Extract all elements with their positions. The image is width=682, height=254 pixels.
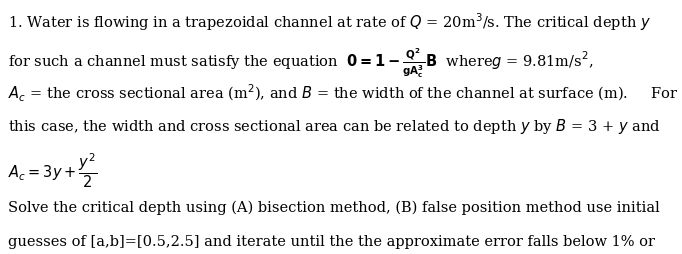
Text: 1. Water is flowing in a trapezoidal channel at rate of $Q$ = 20m$^3$/s. The cri: 1. Water is flowing in a trapezoidal cha…	[8, 11, 651, 33]
Text: $A_c$ = the cross sectional area (m$^2$), and $B$ = the width of the channel at : $A_c$ = the cross sectional area (m$^2$)…	[8, 83, 679, 104]
Text: for such a channel must satisfy the equation  $\mathbf{0 = 1 - \frac{Q^2}{gA_c^3: for such a channel must satisfy the equa…	[8, 46, 593, 79]
Text: Solve the critical depth using (A) bisection method, (B) false position method u: Solve the critical depth using (A) bisec…	[8, 199, 660, 214]
Text: $A_c = 3y + \dfrac{y^2}{2}$: $A_c = 3y + \dfrac{y^2}{2}$	[8, 151, 98, 189]
Text: this case, the width and cross sectional area can be related to depth $y$ by $B$: this case, the width and cross sectional…	[8, 117, 661, 136]
Text: guesses of [a,b]=[0.5,2.5] and iterate until the the approximate error falls bel: guesses of [a,b]=[0.5,2.5] and iterate u…	[8, 234, 655, 248]
